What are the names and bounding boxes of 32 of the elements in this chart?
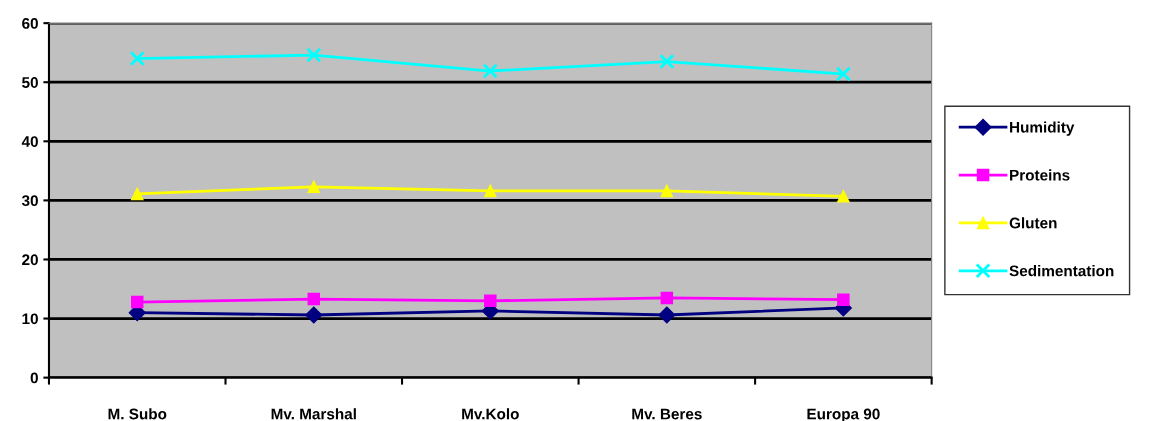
y-tick-label: 20 xyxy=(22,254,38,266)
legend-label: Humidity xyxy=(1010,121,1075,136)
y-tick-label: 10 xyxy=(22,313,38,325)
legend-label: Gluten xyxy=(1009,217,1057,229)
point xyxy=(130,187,144,201)
x-tick-label: M. Subo xyxy=(108,408,167,420)
point xyxy=(130,295,144,309)
point xyxy=(307,180,321,194)
y-tick-label: 30 xyxy=(21,195,38,207)
point xyxy=(837,190,850,203)
legend-label: Proteins xyxy=(1010,169,1070,181)
point xyxy=(484,294,497,308)
point xyxy=(837,293,850,306)
point xyxy=(658,306,676,324)
y-tick-label: 0 xyxy=(30,372,38,384)
y-tick-label: 40 xyxy=(21,136,38,147)
point xyxy=(659,53,675,70)
y-tick-label: 50 xyxy=(22,77,38,88)
point xyxy=(484,184,497,198)
point xyxy=(482,63,498,79)
point xyxy=(305,306,323,324)
point xyxy=(660,291,674,305)
point xyxy=(129,50,145,67)
point xyxy=(306,47,322,63)
legend-label: Sedimentation xyxy=(1009,265,1114,277)
point xyxy=(307,292,321,306)
point xyxy=(660,184,674,198)
x-tick-label: Mv.Kolo xyxy=(462,408,519,420)
x-tick-label: Mv. Marshal xyxy=(271,408,356,420)
y-tick-label: 60 xyxy=(22,18,38,29)
point xyxy=(835,66,852,82)
x-tick-label: Mv. Beres xyxy=(632,408,702,420)
